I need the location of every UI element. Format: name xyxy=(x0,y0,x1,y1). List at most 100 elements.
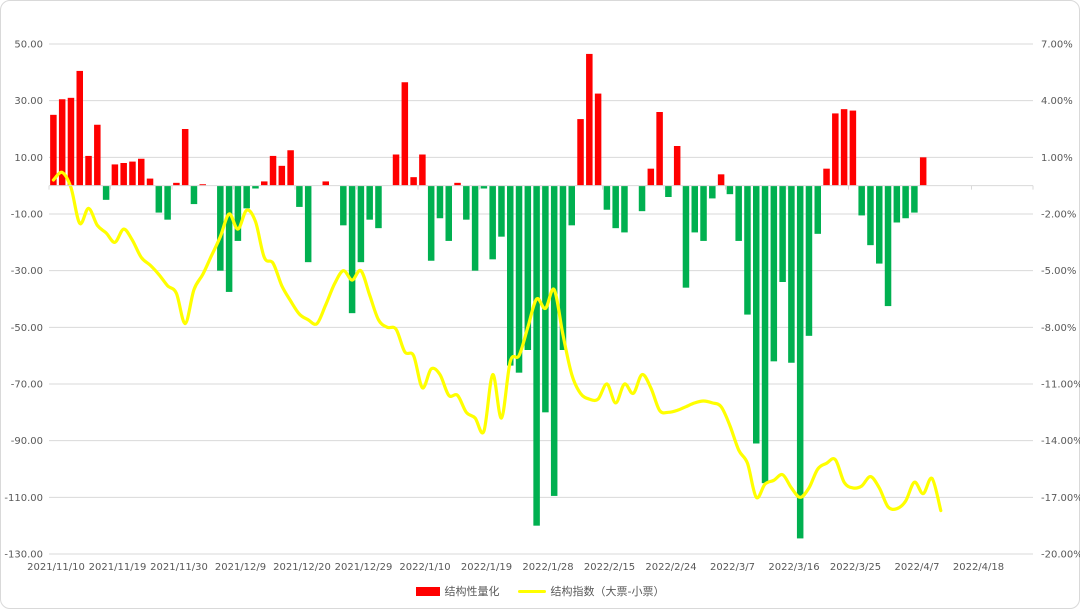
bar xyxy=(67,97,75,186)
x-tick-label: 2021/11/30 xyxy=(150,562,208,573)
right-tick-label: -14.00% xyxy=(1041,436,1080,447)
bar xyxy=(243,185,250,209)
bar xyxy=(436,185,444,219)
left-tick-label: -70.00 xyxy=(11,380,43,391)
bar xyxy=(875,185,883,264)
right-tick-label: -17.00% xyxy=(1041,493,1080,504)
bar xyxy=(691,185,699,233)
bar xyxy=(375,185,382,229)
bar xyxy=(577,119,584,186)
x-tick-label: 2021/11/19 xyxy=(89,562,147,573)
bar xyxy=(735,185,742,241)
x-tick-label: 2022/3/7 xyxy=(710,562,755,573)
bar xyxy=(155,185,163,213)
bar xyxy=(129,161,136,186)
bar xyxy=(85,155,92,186)
x-tick-label: 2021/11/10 xyxy=(27,562,85,573)
bar xyxy=(726,185,734,195)
bar xyxy=(76,70,84,186)
bar xyxy=(893,185,901,223)
bar xyxy=(506,185,514,366)
gridlines xyxy=(49,43,1033,555)
left-tick-label: 10.00 xyxy=(14,153,43,164)
bar xyxy=(814,185,822,234)
bar xyxy=(911,185,918,213)
bar xyxy=(770,185,778,362)
right-tick-label: -5.00% xyxy=(1041,266,1076,277)
bar xyxy=(50,114,57,186)
bar xyxy=(744,185,751,315)
bar xyxy=(805,185,813,336)
bar xyxy=(181,129,189,186)
bar xyxy=(717,174,725,186)
right-tick-label: 1.00% xyxy=(1041,153,1073,164)
left-tick-label: -110.00 xyxy=(4,493,43,504)
axes: 50.00 30.00 10.00 -10.00 -30.00 -50.00 -70.00 -… xyxy=(4,40,1080,574)
bar xyxy=(480,185,488,189)
bar xyxy=(752,185,760,444)
bar xyxy=(471,185,479,271)
bar xyxy=(542,185,549,413)
bar xyxy=(498,185,505,237)
bar xyxy=(366,185,373,220)
bar xyxy=(647,168,655,186)
bar xyxy=(173,182,180,186)
bar xyxy=(94,124,101,186)
bar xyxy=(357,185,365,263)
bar xyxy=(858,185,865,216)
bar xyxy=(568,185,576,226)
bar xyxy=(709,185,716,199)
bar xyxy=(673,146,681,186)
bar xyxy=(410,177,417,186)
x-tick-label: 2021/12/20 xyxy=(273,562,331,573)
bar xyxy=(919,157,927,186)
bar xyxy=(340,185,347,226)
bar xyxy=(638,185,646,212)
bar xyxy=(190,185,198,205)
combo-chart: 50.00 30.00 10.00 -10.00 -30.00 -50.00 -70.00 -… xyxy=(4,40,1080,574)
bar xyxy=(823,168,830,186)
bar xyxy=(594,93,602,186)
x-tick-label: 2022/1/19 xyxy=(461,562,512,573)
bar xyxy=(603,185,611,210)
right-tick-label: -20.00% xyxy=(1041,550,1080,561)
bar xyxy=(260,181,268,186)
bar xyxy=(621,185,628,233)
bar xyxy=(550,185,558,496)
left-tick-label: -90.00 xyxy=(11,436,43,447)
x-tick-label: 2022/2/15 xyxy=(584,562,635,573)
bar xyxy=(401,82,409,186)
x-tick-label: 2022/1/28 xyxy=(522,562,573,573)
bar xyxy=(840,109,848,186)
legend-swatch-bars xyxy=(415,586,440,596)
x-tick-label: 2022/1/10 xyxy=(399,562,450,573)
bar xyxy=(682,185,690,288)
x-tick-label: 2022/2/24 xyxy=(645,562,696,573)
bar xyxy=(146,178,154,186)
legend-label-bars: 结构性量化 xyxy=(444,585,500,598)
bar xyxy=(832,113,839,186)
bar xyxy=(788,185,795,363)
left-tick-label: 50.00 xyxy=(14,40,43,51)
right-tick-label: 7.00% xyxy=(1041,40,1073,51)
legend-item-line: 结构指数（大票-小票） xyxy=(517,583,665,599)
bar xyxy=(287,150,294,186)
x-tick-label: 2021/12/9 xyxy=(215,562,266,573)
bar xyxy=(779,185,786,282)
bar xyxy=(225,185,233,292)
legend-label-line: 结构指数（大票-小票） xyxy=(550,585,665,598)
bar xyxy=(656,112,663,186)
line-series xyxy=(51,170,943,513)
bar xyxy=(849,110,857,186)
index-line xyxy=(51,170,943,513)
right-tick-label: 4.00% xyxy=(1041,96,1073,107)
bar xyxy=(445,185,453,241)
bar xyxy=(58,99,66,186)
bar xyxy=(234,185,242,241)
bar xyxy=(322,181,330,186)
bar xyxy=(524,185,532,350)
bar xyxy=(427,185,435,261)
right-tick-label: -2.00% xyxy=(1041,210,1076,221)
bar xyxy=(102,185,110,200)
bar xyxy=(120,163,127,186)
